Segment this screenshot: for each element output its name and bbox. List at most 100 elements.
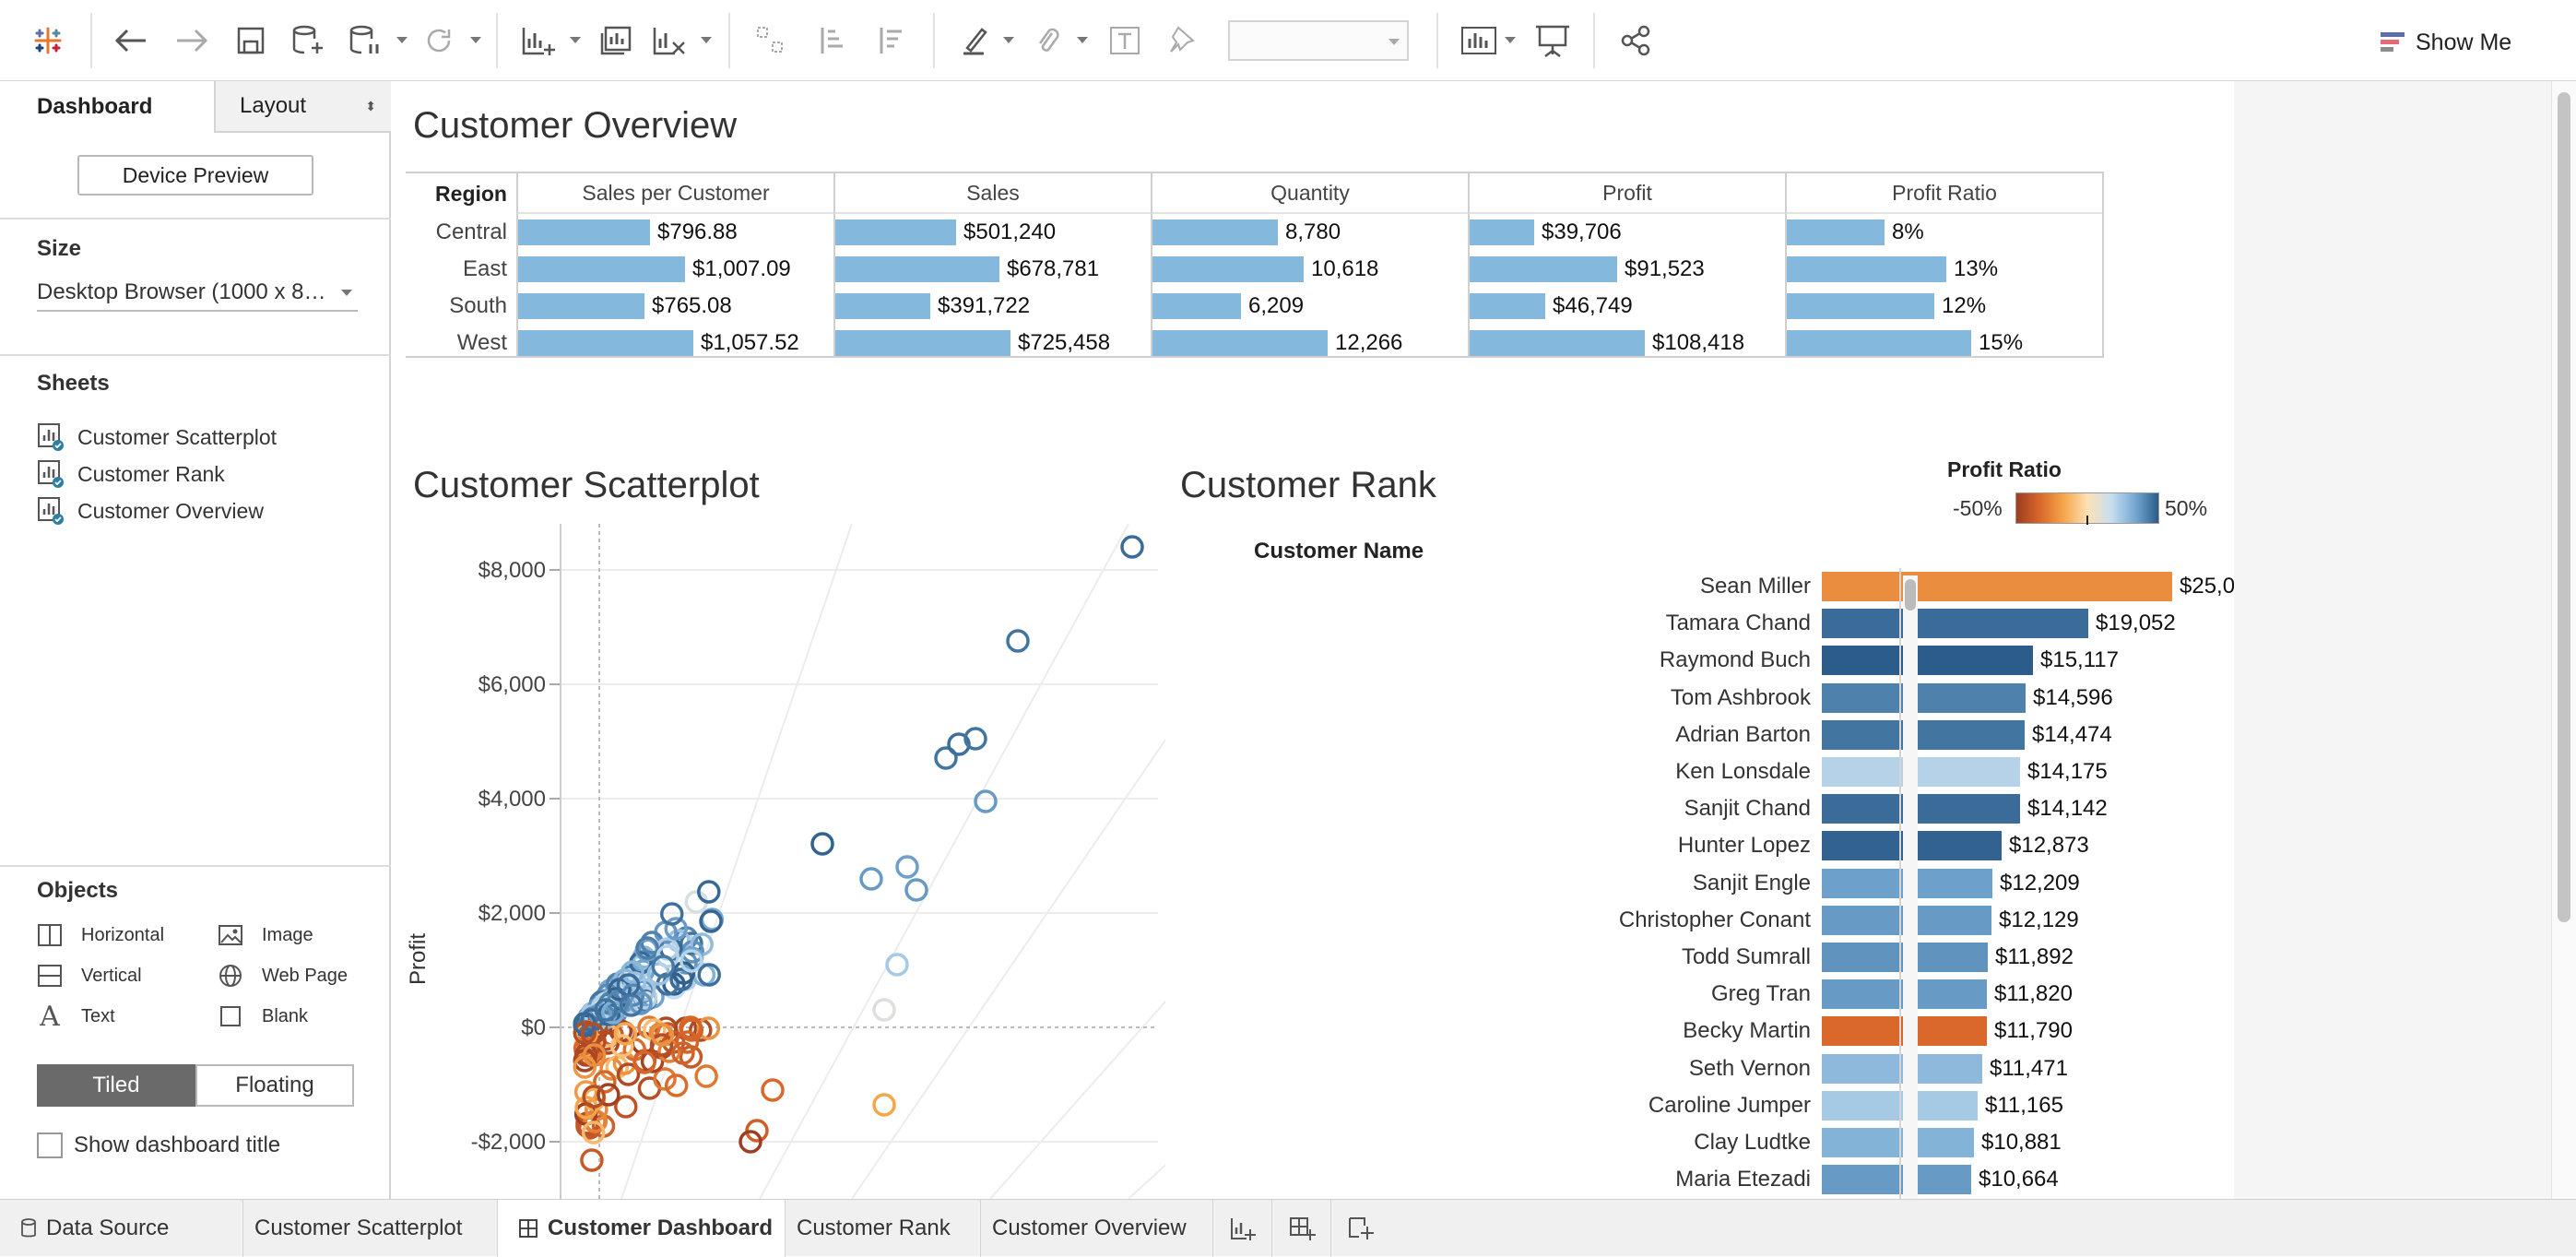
floating-toggle[interactable]: Floating (195, 1064, 354, 1107)
scatter-point[interactable] (671, 1041, 695, 1065)
scatter-point[interactable] (974, 789, 998, 813)
overview-bar[interactable] (1152, 256, 1304, 282)
show-me-button[interactable]: Show Me (2379, 22, 2511, 63)
scatter-point[interactable] (614, 1095, 638, 1119)
tab-customer-scatterplot[interactable]: Customer Scatterplot (243, 1200, 498, 1257)
rank-bar[interactable] (1822, 794, 2020, 824)
customer-scatterplot-chart[interactable]: $8,000 $6,000 $4,000 $2,000 $0 -$2,000 (391, 524, 1165, 1199)
scatter-point[interactable] (885, 953, 909, 977)
overview-bar[interactable] (1470, 330, 1645, 356)
customer-rank-chart[interactable]: Sean Miller $25,043 Tamara Chand $19,052 Ray… (1128, 568, 2327, 1199)
scatter-point[interactable] (1006, 629, 1030, 653)
tab-data-source[interactable]: Data Source (0, 1200, 243, 1257)
show-dashboard-title-checkbox[interactable]: Show dashboard title (37, 1131, 280, 1160)
new-worksheet-icon[interactable] (516, 18, 561, 63)
overview-bar[interactable] (1152, 330, 1328, 356)
overview-bar[interactable] (518, 219, 650, 245)
overview-bar[interactable] (518, 256, 685, 282)
tab-customer-rank[interactable]: Customer Rank (786, 1200, 981, 1257)
overview-bar[interactable] (1787, 256, 1946, 282)
share-icon[interactable] (1613, 18, 1658, 63)
overview-bar[interactable] (1152, 219, 1278, 245)
scatter-point[interactable] (904, 878, 928, 902)
scatter-point[interactable] (619, 993, 644, 1017)
scatter-point[interactable] (859, 867, 883, 891)
scatter-point[interactable] (610, 1034, 634, 1058)
overview-bar[interactable] (518, 330, 693, 356)
scatter-point[interactable] (664, 917, 688, 941)
object-web-page[interactable]: Web Page (216, 959, 348, 992)
scatter-point[interactable] (699, 909, 723, 933)
rank-bar[interactable] (1822, 757, 2020, 787)
rank-bar[interactable] (1822, 1128, 1974, 1157)
scatter-point[interactable] (675, 1030, 700, 1054)
scatter-point[interactable] (637, 1076, 662, 1100)
highlight-icon[interactable] (953, 18, 998, 63)
sheet-item-customer-scatterplot[interactable]: Customer Scatterplot (37, 421, 277, 454)
scatter-point[interactable] (697, 963, 721, 987)
rank-bar[interactable] (1822, 1054, 1982, 1084)
presentation-icon[interactable] (1530, 18, 1575, 63)
new-worksheet-tab-icon[interactable] (1213, 1200, 1272, 1257)
object-image[interactable]: Image (216, 919, 313, 952)
object-vertical[interactable]: Vertical (35, 959, 142, 992)
scatter-point[interactable] (963, 727, 987, 751)
overview-bar[interactable] (1787, 219, 1885, 245)
duplicate-icon[interactable] (594, 18, 638, 63)
overview-bar[interactable] (835, 219, 956, 245)
overview-bar[interactable] (1470, 219, 1534, 245)
scatter-point[interactable] (597, 1083, 620, 1107)
overview-bar[interactable] (1470, 256, 1617, 282)
scatter-point[interactable] (635, 936, 659, 960)
overview-bar[interactable] (1470, 293, 1545, 319)
redo-icon[interactable] (170, 18, 214, 63)
scatter-point[interactable] (582, 1085, 606, 1109)
scatter-point[interactable] (632, 978, 656, 1002)
scatter-point[interactable] (581, 1121, 606, 1144)
scatter-point[interactable] (582, 1043, 607, 1067)
overview-bar[interactable] (835, 293, 930, 319)
undo-icon[interactable] (109, 18, 153, 63)
pin-icon[interactable] (1160, 18, 1204, 63)
clear-icon[interactable] (647, 18, 691, 63)
scatter-point[interactable] (632, 1050, 656, 1074)
scatter-point[interactable] (629, 991, 653, 1015)
sort-asc-icon[interactable] (811, 18, 856, 63)
group-icon[interactable] (749, 18, 793, 63)
scatter-point[interactable] (616, 1062, 641, 1086)
scatter-point[interactable] (761, 1078, 785, 1102)
chart-type-icon[interactable] (1457, 18, 1501, 63)
object-blank[interactable]: Blank (216, 1000, 308, 1033)
scatter-point[interactable] (651, 955, 676, 978)
attach-icon[interactable] (1025, 18, 1069, 63)
vertical-scrollbar[interactable] (2551, 81, 2576, 1199)
label-icon[interactable] (1103, 18, 1147, 63)
overview-bar[interactable] (518, 293, 644, 319)
scatter-point[interactable] (697, 880, 721, 904)
scatter-point[interactable] (739, 1130, 762, 1154)
rank-scroll-thumb[interactable] (1905, 579, 1916, 611)
scatter-point[interactable] (947, 732, 971, 756)
object-horizontal[interactable]: Horizontal (35, 919, 164, 952)
overview-bar[interactable] (835, 330, 1010, 356)
scatter-point[interactable] (934, 746, 958, 770)
rank-bar[interactable] (1822, 720, 2025, 750)
tab-dashboard[interactable]: Dashboard (0, 81, 214, 133)
scatter-point[interactable] (620, 960, 644, 984)
legend-color-ramp[interactable] (2015, 492, 2159, 525)
sheet-item-customer-overview[interactable]: Customer Overview (37, 494, 264, 528)
sheet-item-customer-rank[interactable]: Customer Rank (37, 457, 225, 491)
scatter-point[interactable] (679, 949, 703, 973)
new-datasource-icon[interactable] (286, 18, 330, 63)
new-story-tab-icon[interactable] (1331, 1200, 1390, 1257)
size-dropdown[interactable]: Desktop Browser (1000 x 8… (37, 275, 358, 312)
scatter-point[interactable] (696, 1016, 721, 1040)
scatter-point[interactable] (580, 1148, 604, 1172)
device-preview-button[interactable]: Device Preview (77, 155, 313, 196)
overview-bar[interactable] (1787, 293, 1934, 319)
scatter-point[interactable] (650, 1023, 675, 1047)
save-icon[interactable] (229, 18, 273, 63)
overview-bar[interactable] (835, 256, 999, 282)
refresh-icon[interactable] (417, 18, 461, 63)
scatter-point[interactable] (653, 1067, 677, 1091)
